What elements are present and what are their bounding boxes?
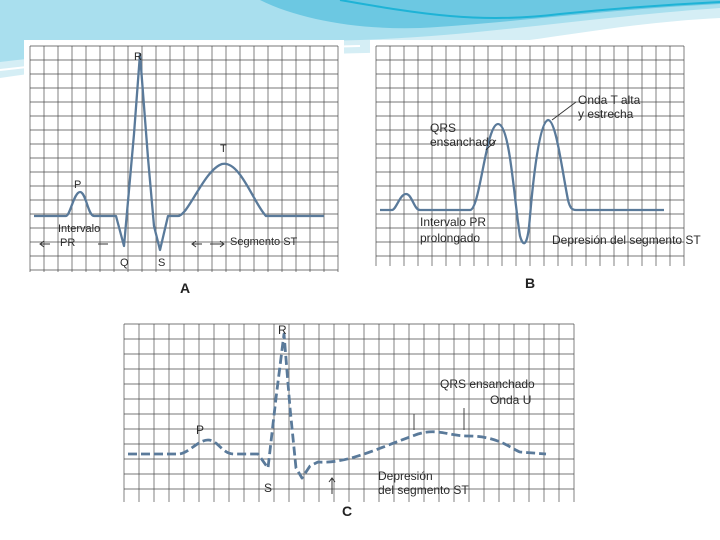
caption-a: A (180, 280, 191, 296)
ecg-trace-c (128, 332, 547, 480)
ecg-trace-b (380, 118, 664, 245)
label-pr-interval-a: Intervalo (58, 223, 101, 235)
label-s-c: S (264, 481, 273, 495)
label-pr-a: PR (60, 237, 76, 249)
arrow-st-c (328, 477, 336, 494)
caption-c: C (342, 503, 353, 519)
ecg-trace-a (34, 52, 324, 252)
label-qrs-ensanchado-b: ensanchado (430, 135, 496, 149)
label-p-a: P (74, 179, 82, 191)
label-u-wave-c: Onda U (490, 393, 532, 407)
label-q-a: Q (120, 257, 129, 269)
label-st-depression-b: Depresión del segmento ST (552, 233, 701, 247)
pointer-t-b (551, 101, 577, 121)
pr-arrow-left-a (39, 240, 50, 248)
st-arrow-a (191, 240, 202, 248)
label-t-narrow-b: y estrecha (578, 107, 634, 121)
pointer-qrs-b (485, 139, 497, 151)
st-arrow-a-right (210, 240, 225, 248)
label-r-c: R (278, 323, 287, 337)
caption-b: B (525, 275, 536, 291)
label-pr-interval-b: Intervalo PR (420, 215, 487, 229)
ecg-panel-a: R P T Q S Intervalo PR Segmento ST A (24, 40, 344, 298)
label-t-high-b: Onda T alta (578, 93, 641, 107)
label-s-a: S (158, 257, 166, 269)
label-qrs-ensanchado-c: QRS ensanchado (440, 377, 535, 391)
label-r-a: R (134, 51, 142, 63)
label-st-depression-c: Depresión (378, 469, 433, 483)
label-st-segment-c: del segmento ST (378, 483, 469, 497)
ecg-grid-b (375, 45, 685, 266)
label-pr-prolonged-b: prolongado (420, 231, 481, 245)
label-st-segment-a: Segmento ST (230, 236, 298, 248)
label-p-c: P (196, 423, 205, 437)
ecg-grid-a (29, 45, 339, 272)
label-qrs-b: QRS (430, 121, 457, 135)
ecg-panel-b: QRS ensanchado Onda T alta y estrecha In… (370, 40, 701, 298)
ecg-panel-c: R P S QRS ensanchado Onda U Depresión de… (118, 318, 588, 524)
ecg-grid-c (123, 323, 575, 502)
label-t-a: T (220, 143, 227, 155)
